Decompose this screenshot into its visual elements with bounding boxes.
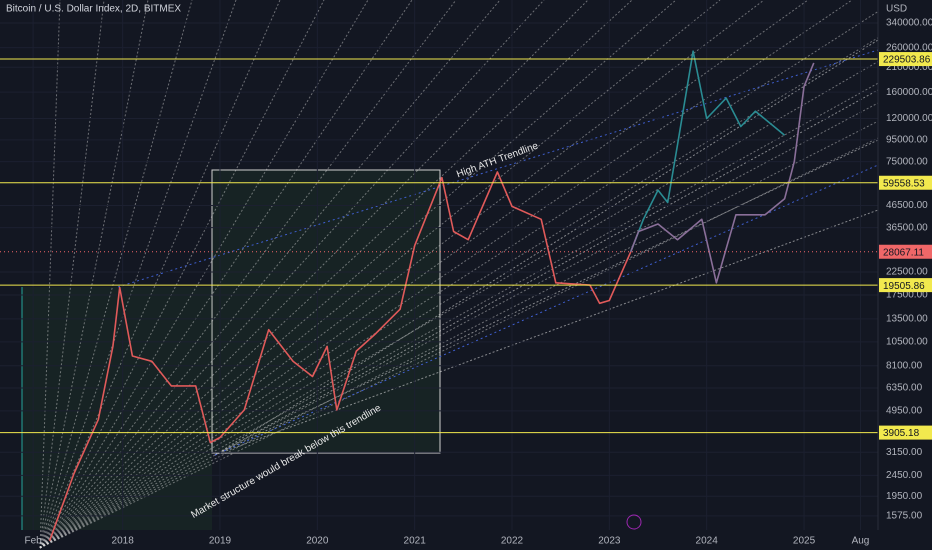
- last-price-label: 28067.11: [883, 247, 924, 258]
- fan-line: [39, 0, 237, 549]
- fan-line: [39, 0, 589, 549]
- y-tick-label: 1575.00: [886, 511, 923, 522]
- x-tick-label: 2018: [112, 536, 135, 547]
- last-price-tag: [879, 244, 932, 259]
- y-tick-label: 13500.00: [886, 313, 928, 324]
- fan-line: [39, 0, 325, 549]
- price-line: [48, 171, 632, 542]
- y-tick-label: 36500.00: [886, 222, 928, 233]
- fan-line: [39, 0, 721, 549]
- support-trendline: [214, 164, 879, 456]
- y-tick-label: 1950.00: [886, 491, 923, 502]
- fan-line: [39, 0, 501, 549]
- fan-line: [39, 0, 853, 549]
- y-tick-label: 22500.00: [886, 267, 928, 278]
- fan-line: [39, 0, 369, 549]
- x-tick-label: 2024: [696, 536, 719, 547]
- fan-lines: [39, 0, 932, 549]
- plot: [0, 50, 878, 542]
- price-line: [630, 62, 815, 284]
- x-tick-label: 2021: [404, 536, 427, 547]
- x-tick-label: 2025: [793, 536, 816, 547]
- channel-line: [214, 209, 879, 456]
- y-tick-label: 2450.00: [886, 470, 923, 481]
- y-tick-label: 160000.00: [886, 87, 932, 98]
- level-label: 19505.86: [883, 281, 925, 292]
- fan-line: [39, 0, 149, 549]
- fan-line: [39, 0, 457, 549]
- x-tick-label: 2023: [598, 536, 621, 547]
- y-tick-label: 95000.00: [886, 135, 928, 146]
- fan-line: [39, 0, 897, 549]
- y-tick-label: 4950.00: [886, 405, 923, 416]
- level-tag: [879, 278, 932, 293]
- fan-line: [39, 52, 932, 549]
- x-tick-label: Feb: [24, 536, 42, 547]
- fan-line: [39, 0, 193, 549]
- y-tick-label: 6350.00: [886, 383, 923, 394]
- y-tick-label: 10500.00: [886, 337, 928, 348]
- y-tick-label: 17500.00: [886, 290, 928, 301]
- fan-line: [39, 93, 932, 549]
- level-tag: [879, 425, 932, 440]
- x-tick-label: 2020: [306, 536, 329, 547]
- event-icon[interactable]: [626, 514, 642, 530]
- range-box: [211, 169, 441, 454]
- price-axis: [878, 0, 932, 550]
- y-tick-label: 46500.00: [886, 200, 928, 211]
- level-label: 3905.18: [883, 428, 920, 439]
- y-tick-label: 75000.00: [886, 156, 928, 167]
- y-tick-label: 8100.00: [886, 360, 923, 371]
- y-tick-label: 210000.00: [886, 62, 932, 73]
- level-label: 59558.53: [883, 178, 925, 189]
- level-label: 229503.86: [883, 55, 931, 66]
- y-tick-label: 120000.00: [886, 113, 932, 124]
- y-tick-label: 340000.00: [886, 18, 932, 29]
- x-tick-label: 2019: [209, 536, 232, 547]
- x-tick-label: 2022: [501, 536, 524, 547]
- x-tick-label: Aug: [852, 536, 870, 547]
- fan-line: [39, 0, 545, 549]
- y-tick-label: 3150.00: [886, 447, 923, 458]
- level-tag: [879, 52, 932, 67]
- grid: [0, 0, 878, 530]
- y-tick-label: 260000.00: [886, 42, 932, 53]
- y-axis-label: USD: [886, 4, 907, 15]
- fan-line: [39, 0, 61, 549]
- price-line: [630, 50, 786, 252]
- level-tag: [879, 175, 932, 190]
- fan-line: [39, 0, 765, 549]
- fan-line: [39, 0, 633, 549]
- range-box: [22, 287, 212, 530]
- axis: 340000.00 260000.00 210000.00 160000.00 1200…: [24, 18, 932, 547]
- chart-title: Bitcoin / U.S. Dollar Index, 2D, BITMEX: [6, 4, 181, 15]
- fan-line: [39, 0, 809, 549]
